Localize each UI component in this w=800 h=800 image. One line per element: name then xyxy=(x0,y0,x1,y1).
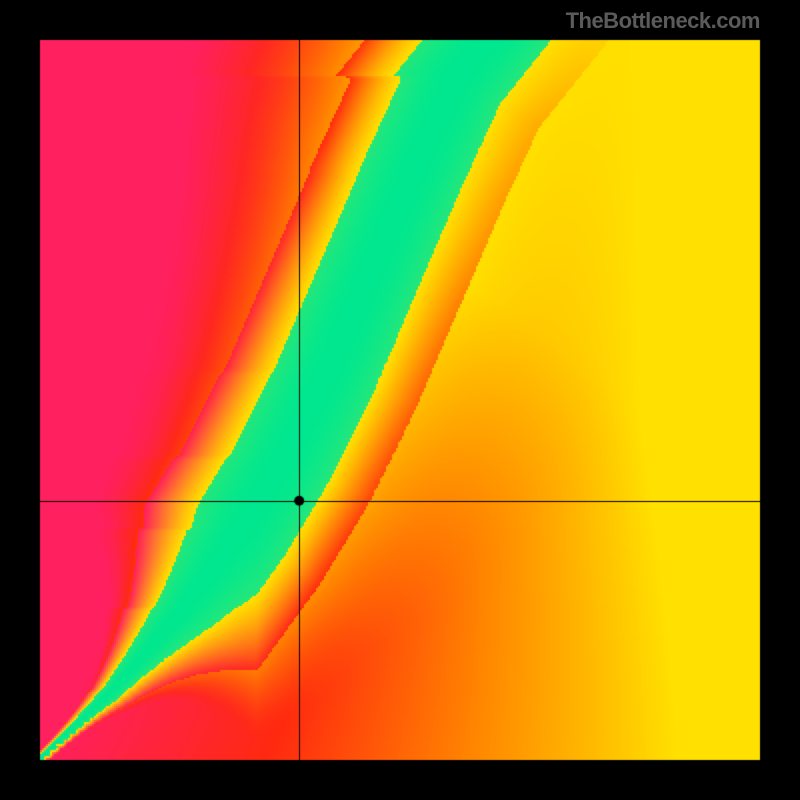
bottleneck-heatmap xyxy=(0,0,800,800)
chart-frame: TheBottleneck.com xyxy=(0,0,800,800)
watermark-text: TheBottleneck.com xyxy=(566,8,760,34)
